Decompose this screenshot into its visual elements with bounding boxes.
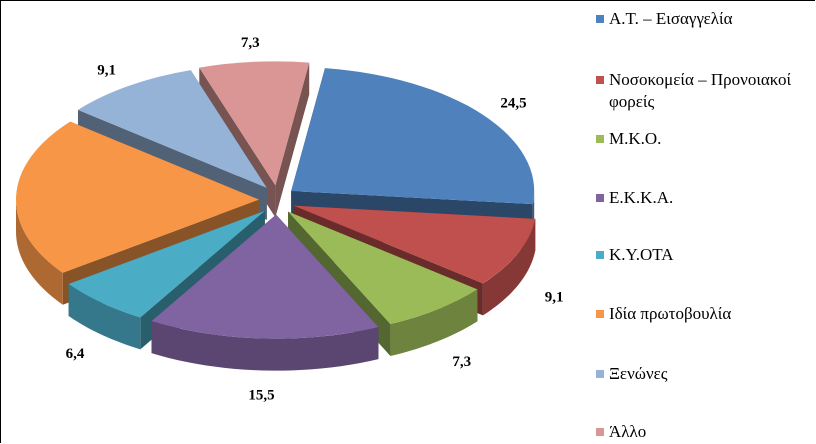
pie-slice xyxy=(288,211,478,325)
legend-item: Ε.Κ.Κ.Α. xyxy=(596,187,799,209)
pie-slice xyxy=(151,214,379,339)
pie-data-label: 9,1 xyxy=(97,63,116,79)
legend-swatch xyxy=(596,428,604,436)
pie-slice xyxy=(16,121,260,273)
pie-data-label: 15,5 xyxy=(248,387,274,403)
pie-slice-side xyxy=(275,62,310,218)
pie-slice-edge xyxy=(482,218,536,316)
pie-data-label: 6,4 xyxy=(66,346,85,362)
legend-swatch xyxy=(596,310,604,318)
pie-data-label: 7,3 xyxy=(241,35,260,51)
legend-item: Νοσοκομεία – Προνοιακοί φορείς xyxy=(596,69,799,113)
pie-slice xyxy=(199,61,310,186)
pie-data-label: 24,5 xyxy=(500,96,526,112)
pie-slice xyxy=(293,205,536,284)
legend-label: Νοσοκομεία – Προνοιακοί φορείς xyxy=(609,70,792,111)
pie-slice xyxy=(291,68,535,205)
legend-item: Κ.Υ.ΟΤΑ xyxy=(596,244,799,266)
legend-swatch xyxy=(596,194,604,202)
legend-label: Ξενώνες xyxy=(609,364,668,383)
legend-swatch xyxy=(596,370,604,378)
legend-item: Ιδία πρωτοβουλία xyxy=(596,303,799,325)
pie-slice-edge xyxy=(151,321,379,371)
pie-slice-edge xyxy=(16,199,63,305)
legend-swatch xyxy=(596,251,604,259)
pie-data-labels: 24,59,17,315,56,420,99,17,3 xyxy=(66,35,564,403)
pie-data-label: 9,1 xyxy=(545,290,564,306)
pie-slice xyxy=(68,210,265,318)
legend-swatch xyxy=(596,76,604,84)
legend-swatch xyxy=(596,135,604,143)
legend-label: Ε.Κ.Κ.Α. xyxy=(609,188,674,207)
legend-label: Κ.Υ.ΟΤΑ xyxy=(609,245,674,264)
pie-slice-edge xyxy=(390,289,478,357)
legend: Α.Τ. – Εισαγγελία Νοσοκομεία – Προνοιακο… xyxy=(596,0,811,444)
legend-item: Μ.Κ.Ο. xyxy=(596,128,799,150)
pie-chart: 24,59,17,315,56,420,99,17,3 xyxy=(16,35,564,403)
pie-data-label: 7,3 xyxy=(452,354,471,370)
pie-slice-edge xyxy=(68,284,141,350)
legend-item: Ξενώνες xyxy=(596,363,799,385)
pie-slices xyxy=(16,61,536,339)
legend-label: Α.Τ. – Εισαγγελία xyxy=(609,9,733,28)
legend-swatch xyxy=(596,15,604,23)
legend-item: Α.Τ. – Εισαγγελία xyxy=(596,8,799,30)
legend-label: Άλλο xyxy=(609,422,647,441)
pie-slice xyxy=(77,70,267,188)
legend-label: Μ.Κ.Ο. xyxy=(609,129,662,148)
legend-label: Ιδία πρωτοβουλία xyxy=(609,304,732,323)
legend-item: Άλλο xyxy=(596,421,799,443)
